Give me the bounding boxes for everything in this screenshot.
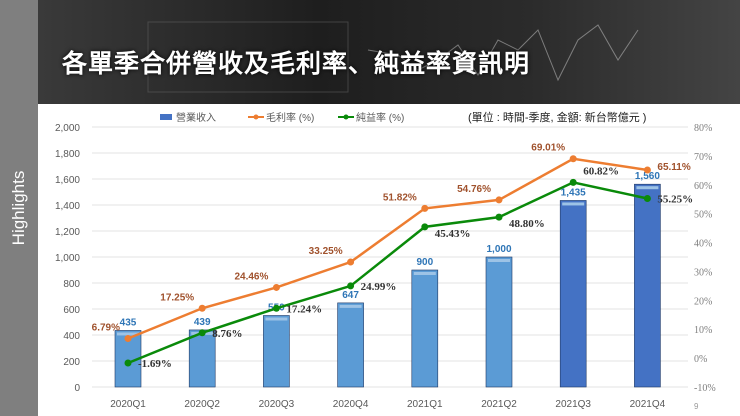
page-number: 9 — [694, 402, 699, 411]
right-tick-label: 80% — [694, 123, 712, 134]
x-tick-label: 2021Q1 — [407, 399, 443, 410]
legend-label: 毛利率 (%) — [266, 111, 314, 124]
line-point — [347, 258, 355, 266]
bar — [634, 183, 661, 388]
net-margin-data-label: -1.69% — [138, 358, 172, 370]
bar — [263, 315, 290, 388]
right-tick-label: 20% — [694, 296, 712, 307]
net-margin-data-label: 60.82% — [583, 165, 619, 177]
right-tick-label: -10% — [694, 383, 716, 394]
legend-label: 純益率 (%) — [356, 111, 404, 124]
line-point — [347, 282, 355, 290]
bar-data-label: 1,560 — [635, 171, 660, 182]
margin-data-label: 65.11% — [657, 162, 690, 173]
net-margin-data-label: 45.43% — [435, 228, 471, 240]
right-tick-label: 40% — [694, 239, 712, 250]
x-tick-label: 2021Q3 — [555, 399, 591, 410]
bar-data-label: 435 — [120, 317, 137, 328]
line-point — [495, 196, 503, 204]
sidebar: Highlights — [0, 0, 38, 416]
margin-data-label: 24.46% — [234, 271, 268, 282]
bar — [411, 269, 439, 388]
line-point — [124, 359, 132, 367]
bar-highlight — [562, 202, 585, 206]
series-line-1 — [127, 157, 648, 340]
bar — [337, 302, 364, 388]
net-margin-data-label: 17.24% — [286, 303, 322, 315]
left-tick-label: 1,600 — [55, 175, 80, 186]
bar-highlight — [117, 332, 139, 336]
left-tick-label: 2,000 — [55, 123, 80, 134]
stock-chart-background — [147, 21, 639, 93]
bar — [559, 200, 587, 388]
line-point — [643, 166, 651, 174]
right-tick-label: 10% — [694, 325, 712, 336]
unit-note: (單位 : 時間-季度, 金額: 新台幣億元 ) — [468, 110, 646, 124]
margin-data-label: 51.82% — [383, 192, 417, 203]
line-point — [569, 155, 577, 163]
bar-highlight — [413, 272, 436, 275]
left-tick-label: 1,200 — [55, 227, 80, 238]
legend-marker — [343, 114, 349, 120]
bar-data-label: 1,435 — [561, 187, 586, 198]
bar — [485, 256, 513, 388]
x-tick-label: 2020Q3 — [259, 399, 295, 410]
series-line-2 — [127, 181, 648, 365]
net-margin-data-label: 24.99% — [361, 281, 397, 293]
left-tick-label: 600 — [63, 305, 80, 316]
left-tick-label: 1,800 — [55, 149, 80, 160]
line-point — [421, 204, 429, 212]
bar-highlight — [636, 186, 659, 190]
right-tick-label: 0% — [694, 354, 707, 365]
net-margin-data-label: 48.80% — [509, 218, 545, 230]
legend-marker — [253, 114, 259, 120]
x-tick-label: 2020Q2 — [184, 399, 220, 410]
line-point — [198, 304, 206, 312]
bar-highlight — [339, 304, 362, 308]
line-point — [272, 304, 280, 312]
margin-data-label: 69.01% — [531, 143, 565, 154]
line-point — [495, 213, 503, 221]
net-margin-data-label: 8.76% — [212, 328, 242, 340]
x-tick-label: 2020Q4 — [333, 399, 369, 410]
x-tick-label: 2020Q1 — [110, 399, 146, 410]
left-tick-label: 0 — [74, 383, 80, 394]
left-tick-label: 1,000 — [55, 253, 80, 264]
x-tick-label: 2021Q4 — [630, 399, 666, 410]
bar-data-label: 647 — [342, 290, 359, 301]
left-tick-label: 800 — [63, 279, 80, 290]
right-tick-label: 30% — [694, 267, 712, 278]
page-title: 各單季合併營收及毛利率、純益率資訊明 — [62, 50, 531, 78]
bar-data-label: 900 — [416, 257, 433, 268]
left-tick-label: 400 — [63, 331, 80, 342]
line-point — [272, 283, 280, 291]
bar-data-label: 1,000 — [486, 244, 511, 255]
header-banner: 各單季合併營收及毛利率、純益率資訊明 — [38, 0, 740, 104]
net-margin-data-label: 55.25% — [657, 194, 693, 206]
line-point — [643, 195, 651, 202]
margin-data-label: 6.79% — [92, 322, 120, 333]
bar-data-label: 439 — [194, 317, 211, 328]
right-tick-label: 70% — [694, 152, 712, 163]
legend-swatch — [160, 114, 172, 120]
line-point — [198, 329, 206, 337]
left-tick-label: 200 — [63, 357, 80, 368]
left-tick-label: 1,400 — [55, 201, 80, 212]
right-tick-label: 60% — [694, 181, 712, 192]
bar-highlight — [265, 317, 288, 321]
bar — [188, 329, 216, 388]
line-point — [124, 334, 132, 342]
bar-highlight — [488, 259, 510, 262]
margin-data-label: 33.25% — [309, 246, 343, 257]
legend-label: 營業收入 — [176, 111, 216, 124]
right-tick-label: 50% — [694, 210, 712, 221]
x-tick-label: 2021Q2 — [481, 399, 517, 410]
margin-data-label: 54.76% — [457, 184, 491, 195]
line-point — [421, 223, 429, 231]
line-point — [569, 178, 577, 186]
margin-data-label: 17.25% — [160, 292, 194, 303]
